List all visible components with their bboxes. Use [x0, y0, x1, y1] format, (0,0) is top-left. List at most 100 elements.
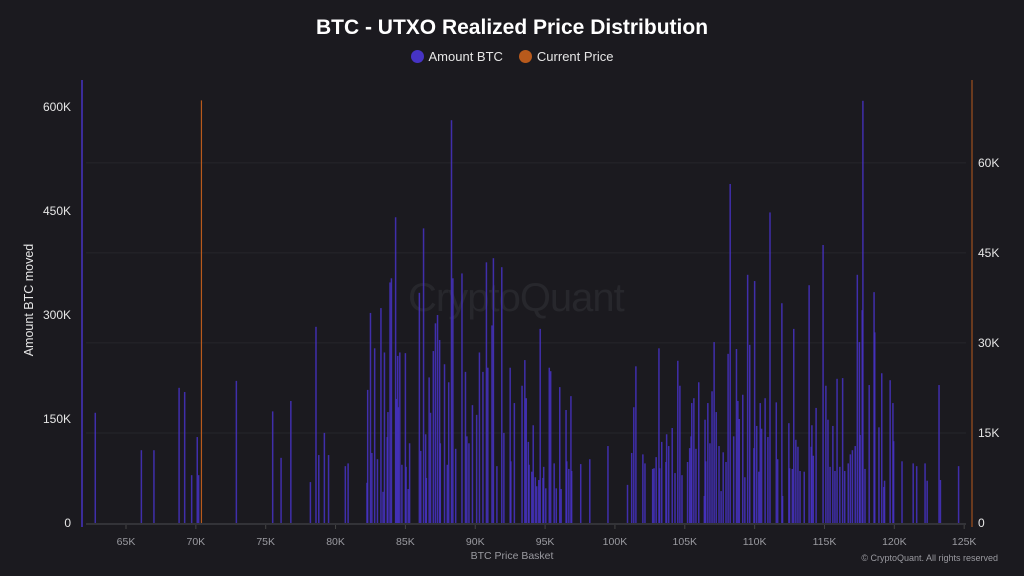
bar [753, 281, 756, 523]
bar [834, 471, 836, 523]
bar [725, 461, 727, 523]
bar [425, 477, 428, 523]
bar [538, 480, 540, 523]
x-tick-label: 65K [117, 536, 136, 548]
bar [704, 461, 707, 523]
bar [408, 443, 411, 523]
bar [420, 450, 422, 523]
bar [197, 475, 200, 523]
bar [839, 466, 841, 523]
bar [315, 326, 317, 523]
bar [926, 480, 928, 523]
bar [915, 466, 918, 523]
bar [878, 427, 880, 523]
bar [466, 436, 468, 523]
y-tick-label: 150K [43, 412, 71, 426]
x-tick-label: 85K [396, 536, 415, 548]
legend-dot-current-price-icon [518, 50, 532, 63]
x-tick-label: 105K [673, 536, 698, 548]
bar [323, 432, 326, 523]
bar [827, 419, 829, 523]
bar [482, 371, 484, 523]
x-tick-label: 75K [256, 536, 275, 548]
bar [464, 371, 467, 523]
bar [695, 448, 697, 523]
bar [443, 364, 446, 523]
bar [376, 459, 379, 523]
bar [446, 464, 449, 523]
bar [851, 450, 854, 523]
bar [791, 468, 794, 523]
bar [759, 403, 761, 523]
bar [434, 323, 437, 523]
bar [280, 457, 282, 523]
bar [371, 452, 373, 523]
bar [938, 385, 940, 523]
bar [788, 468, 791, 523]
bar [496, 466, 498, 523]
bar [775, 402, 778, 523]
bar [847, 463, 849, 523]
bar [651, 468, 654, 523]
bar [854, 446, 856, 523]
bar [471, 405, 474, 523]
bar [382, 491, 384, 523]
bar [633, 407, 635, 523]
bar [864, 468, 866, 523]
bar [691, 403, 693, 523]
bar [825, 385, 827, 523]
bar [183, 391, 186, 523]
bar [503, 432, 505, 523]
legend-item-amount[interactable]: Amount BTC [410, 49, 503, 64]
bar [369, 312, 372, 523]
bar [644, 463, 646, 523]
bar [559, 387, 561, 523]
bar [347, 463, 349, 523]
bar [713, 342, 715, 523]
y2-tick-label: 30K [978, 336, 999, 350]
bar [849, 454, 852, 523]
bar [235, 380, 238, 523]
bar [707, 403, 709, 523]
bar [478, 352, 481, 523]
bar [525, 398, 527, 523]
bar [570, 471, 573, 523]
legend-label: Amount BTC [428, 49, 503, 64]
watermark: CryptoQuant [408, 276, 625, 320]
bar [797, 446, 799, 523]
bar [387, 412, 389, 523]
bar [178, 387, 180, 523]
bar [534, 477, 537, 523]
bar [769, 212, 771, 523]
bar [565, 461, 568, 523]
legend-label: Current Price [536, 49, 614, 64]
x-axis-label: BTC Price Basket [470, 550, 554, 562]
legend-item-current-price[interactable]: Current Price [518, 49, 614, 64]
bar [767, 437, 769, 523]
bar [140, 450, 143, 523]
bar [720, 491, 722, 523]
bar [738, 419, 741, 523]
bar [653, 468, 655, 523]
bar [677, 360, 679, 523]
bar [642, 454, 644, 523]
bar [792, 328, 795, 523]
bar [560, 489, 562, 523]
bar [635, 366, 637, 523]
bar [549, 371, 552, 523]
bar [461, 273, 463, 523]
bar [808, 285, 810, 523]
bar [553, 463, 555, 523]
y-tick-label: 600K [43, 100, 71, 114]
y2-tick-label: 60K [978, 156, 999, 170]
bar [327, 455, 330, 523]
bar [901, 461, 903, 523]
bar [491, 325, 493, 523]
bar [510, 461, 512, 523]
bar [711, 391, 713, 523]
bar [836, 378, 838, 523]
bar [579, 464, 582, 523]
bar [755, 425, 758, 523]
bar [436, 315, 439, 523]
bar [658, 468, 661, 523]
